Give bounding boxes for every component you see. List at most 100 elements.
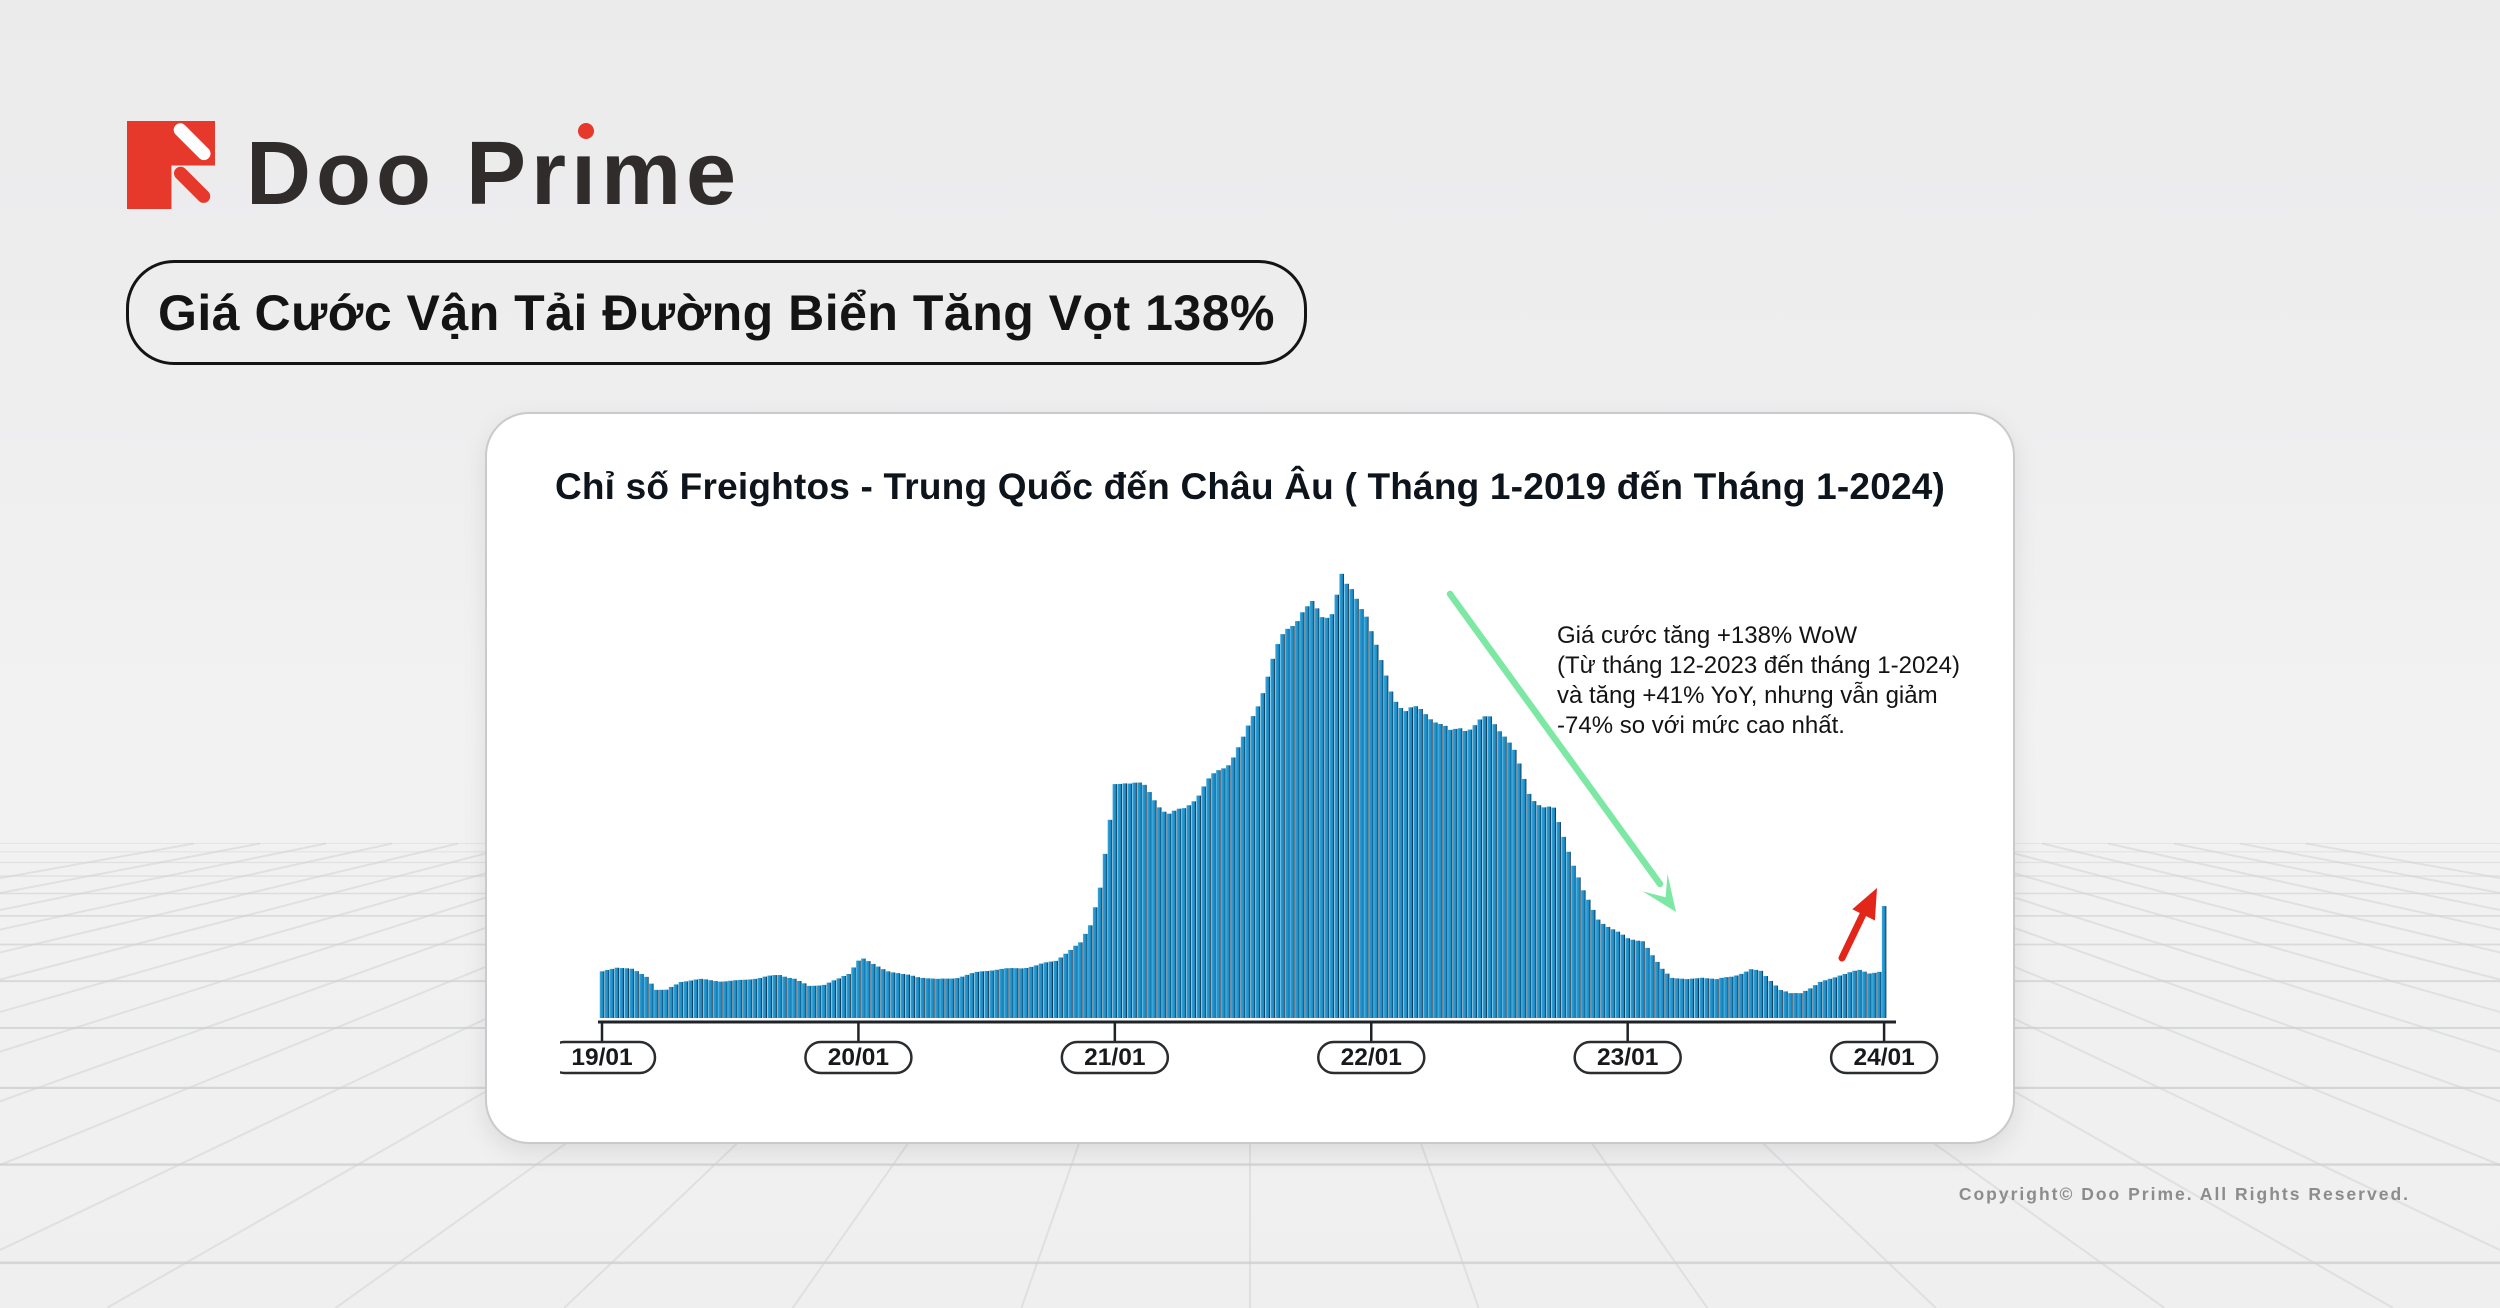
bar xyxy=(989,970,994,1018)
bar xyxy=(1359,609,1364,1018)
bar xyxy=(604,969,610,1018)
bar xyxy=(1398,708,1404,1018)
annotation-line-3: và tăng +41% YoY, nhưng vẫn giảm xyxy=(1557,682,1938,709)
bar xyxy=(1516,763,1522,1018)
bar xyxy=(1102,853,1108,1018)
bar xyxy=(1502,736,1507,1018)
bar xyxy=(718,981,723,1018)
bar xyxy=(954,978,960,1018)
bar xyxy=(1531,801,1537,1018)
freight-index-bars xyxy=(599,573,1887,1018)
bar xyxy=(836,978,841,1018)
bar xyxy=(1585,899,1591,1018)
bar xyxy=(1304,606,1310,1018)
bar xyxy=(1082,933,1088,1018)
bar xyxy=(1832,977,1838,1018)
bar xyxy=(964,974,970,1018)
bar xyxy=(930,978,935,1018)
bar xyxy=(796,980,802,1018)
bar xyxy=(1645,947,1650,1018)
bar xyxy=(644,976,649,1018)
bar xyxy=(1023,967,1029,1018)
bar xyxy=(1161,811,1167,1018)
bar xyxy=(1881,906,1887,1018)
bar xyxy=(1462,730,1468,1018)
bar xyxy=(1240,736,1246,1018)
bar xyxy=(1857,969,1862,1018)
x-tick-pill: 19/01 xyxy=(560,1040,657,1075)
headline-text: Giá Cước Vận Tải Đường Biển Tăng Vọt 138… xyxy=(158,284,1275,341)
bar xyxy=(1640,941,1645,1018)
bar xyxy=(1117,783,1123,1018)
bar xyxy=(1797,993,1803,1018)
bar xyxy=(1270,658,1275,1018)
bar xyxy=(1058,957,1063,1018)
bar xyxy=(1280,634,1285,1018)
bar xyxy=(1812,985,1818,1018)
bar xyxy=(653,989,659,1018)
bar xyxy=(1186,805,1192,1018)
bar xyxy=(1112,784,1118,1018)
bar xyxy=(1309,600,1315,1018)
bar xyxy=(1817,981,1823,1018)
bar xyxy=(910,975,915,1018)
bar xyxy=(1290,626,1295,1018)
bar xyxy=(752,978,758,1018)
bar xyxy=(1221,768,1226,1018)
bar xyxy=(1171,810,1177,1018)
bar xyxy=(614,967,620,1018)
bar xyxy=(1773,985,1778,1018)
bar xyxy=(1295,621,1300,1018)
bar xyxy=(1497,731,1502,1018)
bar xyxy=(727,980,733,1018)
bar xyxy=(1068,949,1073,1018)
bar xyxy=(1428,719,1433,1018)
bar xyxy=(1748,969,1754,1018)
bar xyxy=(866,961,871,1018)
bar xyxy=(1467,729,1473,1018)
bar xyxy=(1492,724,1497,1018)
x-tick-pill: 22/01 xyxy=(1317,1040,1426,1075)
bar xyxy=(1043,962,1049,1018)
bar xyxy=(1201,786,1206,1018)
bar xyxy=(1728,976,1734,1018)
bar xyxy=(1842,974,1847,1018)
bar xyxy=(1354,598,1359,1018)
bar xyxy=(1876,971,1882,1018)
bar xyxy=(1319,617,1325,1018)
bar xyxy=(1373,644,1379,1018)
bar xyxy=(1393,701,1399,1018)
bar xyxy=(1063,953,1068,1018)
bar xyxy=(1452,728,1458,1018)
bar xyxy=(1659,968,1665,1018)
bar xyxy=(890,972,896,1018)
bar xyxy=(811,985,817,1018)
x-tick-pill: 20/01 xyxy=(804,1040,913,1075)
bar xyxy=(1709,978,1714,1018)
bar xyxy=(792,978,797,1018)
bar xyxy=(708,980,713,1018)
bar xyxy=(841,975,846,1018)
bar xyxy=(1724,977,1729,1018)
bar xyxy=(1408,707,1413,1018)
bar xyxy=(1344,583,1349,1018)
bar xyxy=(658,989,664,1018)
bar xyxy=(1852,970,1857,1018)
bar xyxy=(1018,968,1024,1018)
bar xyxy=(1048,961,1053,1018)
bar xyxy=(1704,978,1709,1018)
bar xyxy=(1038,963,1044,1018)
bar xyxy=(1526,793,1532,1018)
bar xyxy=(1674,978,1680,1018)
bar xyxy=(624,968,629,1018)
bar xyxy=(1053,960,1058,1018)
bar xyxy=(742,979,748,1018)
bar xyxy=(1156,807,1162,1018)
bar xyxy=(900,974,906,1018)
bar xyxy=(629,968,634,1018)
wordmark-i: ı xyxy=(571,123,602,224)
bar xyxy=(1009,968,1014,1018)
bar xyxy=(1684,979,1690,1018)
bar xyxy=(678,981,684,1018)
bar xyxy=(1196,795,1201,1018)
